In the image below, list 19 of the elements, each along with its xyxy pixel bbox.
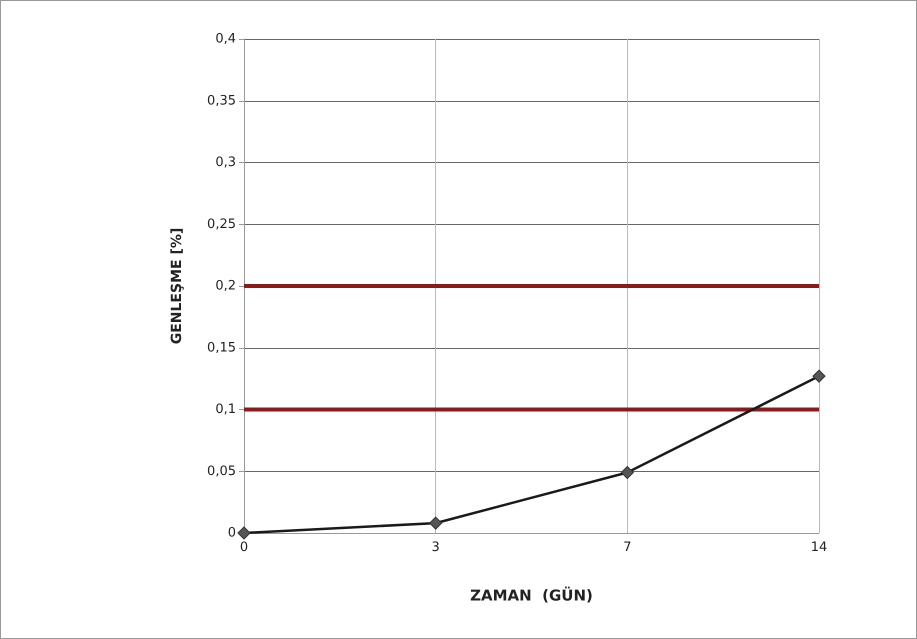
point [620, 466, 634, 479]
y-tick-label: 0,1 [215, 402, 236, 417]
x-axis-title: ZAMAN (GÜN) [470, 586, 593, 604]
x-tick-label: 14 [810, 540, 828, 555]
point [429, 516, 442, 530]
y-tick-label: 0,05 [207, 464, 236, 479]
x-tick-label: 0 [240, 540, 248, 555]
point [812, 370, 826, 383]
x-tick-label: 7 [623, 540, 632, 555]
y-tick-label: 0,4 [215, 32, 236, 46]
y-tick-label: 0,25 [207, 216, 236, 232]
y-tick-label: 0,3 [215, 155, 236, 170]
y-tick-label: 0,15 [207, 340, 236, 356]
point [238, 526, 250, 540]
y-tick-label: 0,2 [215, 278, 236, 294]
y-tick-label: 0,35 [207, 93, 236, 108]
y-axis-title: GENLEŞME [%] [169, 228, 185, 344]
y-tick-label: 0 [228, 526, 236, 540]
x-tick-label: 3 [432, 540, 440, 555]
